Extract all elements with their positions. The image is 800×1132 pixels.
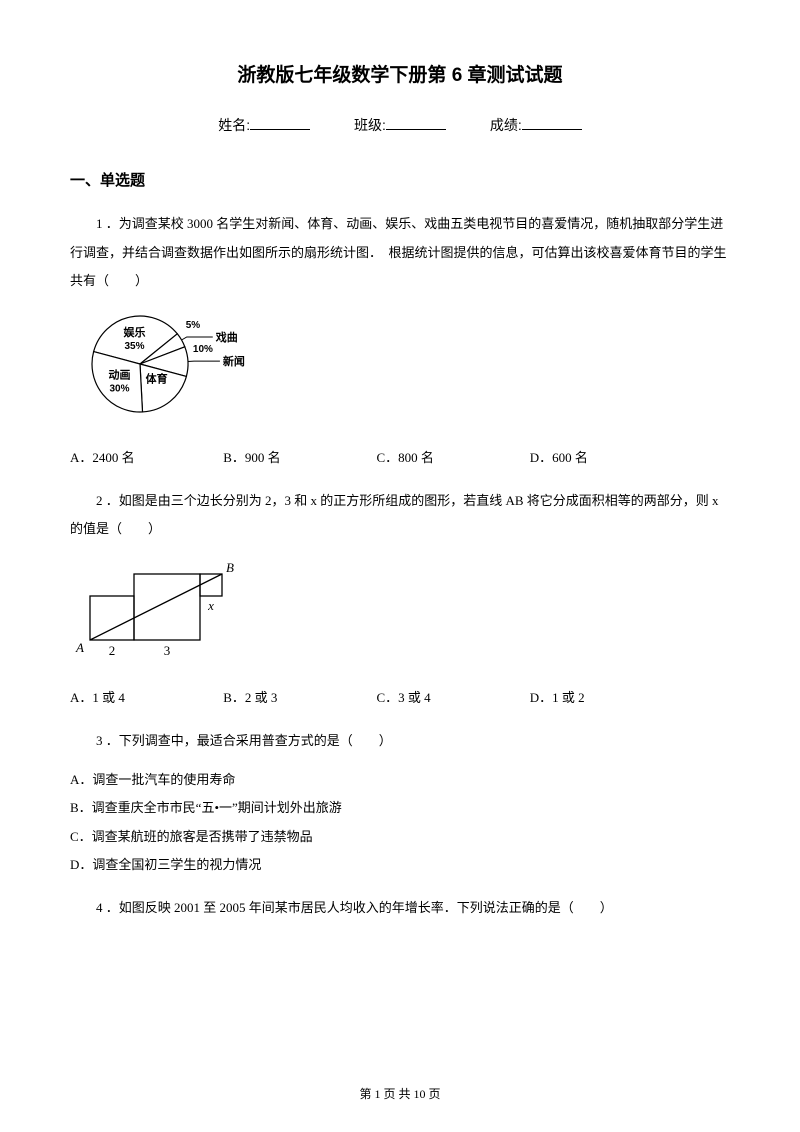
footer-mid: 页 共 [380,1087,413,1101]
svg-text:B: B [226,560,234,575]
svg-text:5%: 5% [186,320,201,331]
class-blank[interactable] [386,129,446,130]
q3-text: 3 ．下列调查中，最适合采用普查方式的是（ ） [70,727,730,756]
q1-optD: D．600 名 [530,445,680,471]
footer-suffix: 页 [426,1087,441,1101]
svg-text:戏曲: 戏曲 [215,330,238,344]
q2-squares-diagram: A B 2 3 x [70,554,730,669]
q3-optA: A．调查一批汽车的使用寿命 [70,766,730,795]
svg-text:10%: 10% [193,344,213,355]
svg-text:体育: 体育 [146,371,168,385]
svg-text:35%: 35% [125,341,145,352]
q2-optD: D．1 或 2 [530,685,680,711]
q1-pie-chart: 娱乐 35% 戏曲 5% 新闻 10% 体育 动画 30% [70,306,730,431]
q3-optC: C．调查某航班的旅客是否携带了违禁物品 [70,823,730,852]
footer-prefix: 第 [359,1087,374,1101]
svg-text:2: 2 [109,643,116,658]
q4-text: 4 ．如图反映 2001 至 2005 年间某市居民人均收入的年增长率．下列说法… [70,894,730,923]
svg-text:A: A [75,640,84,655]
svg-text:动画: 动画 [108,367,130,381]
section-heading-1: 一、单选题 [70,169,730,190]
score-label: 成绩: [490,117,522,133]
q1-text: 1 ．为调查某校 3000 名学生对新闻、体育、动画、娱乐、戏曲五类电视节目的喜… [70,210,730,296]
q2-options: A．1 或 4 B．2 或 3 C．3 或 4 D．1 或 2 [70,685,730,711]
svg-text:x: x [207,598,214,613]
name-label: 姓名: [218,117,250,133]
q3-options: A．调查一批汽车的使用寿命 B．调查重庆全市市民“五•一”期间计划外出旅游 C．… [70,766,730,880]
q2-text: 2 ．如图是由三个边长分别为 2，3 和 x 的正方形所组成的图形，若直线 AB… [70,487,730,544]
name-blank[interactable] [250,129,310,130]
svg-text:30%: 30% [109,383,129,394]
q2-optC: C．3 或 4 [377,685,527,711]
q2-optA: A．1 或 4 [70,685,220,711]
q1-optA: A．2400 名 [70,445,220,471]
q3-optB: B．调查重庆全市市民“五•一”期间计划外出旅游 [70,794,730,823]
q1-optC: C．800 名 [377,445,527,471]
page-footer: 第 1 页 共 10 页 [0,1085,800,1102]
q1-options: A．2400 名 B．900 名 C．800 名 D．600 名 [70,445,730,471]
footer-total: 10 [414,1087,426,1101]
svg-text:娱乐: 娱乐 [124,325,146,339]
q2-optB: B．2 或 3 [223,685,373,711]
class-label: 班级: [354,117,386,133]
q3-optD: D．调查全国初三学生的视力情况 [70,851,730,880]
student-info-line: 姓名: 班级: 成绩: [70,115,730,135]
page-title: 浙教版七年级数学下册第 6 章测试试题 [70,60,730,87]
svg-text:3: 3 [164,643,171,658]
svg-text:新闻: 新闻 [223,354,245,368]
q1-optB: B．900 名 [223,445,373,471]
score-blank[interactable] [522,129,582,130]
